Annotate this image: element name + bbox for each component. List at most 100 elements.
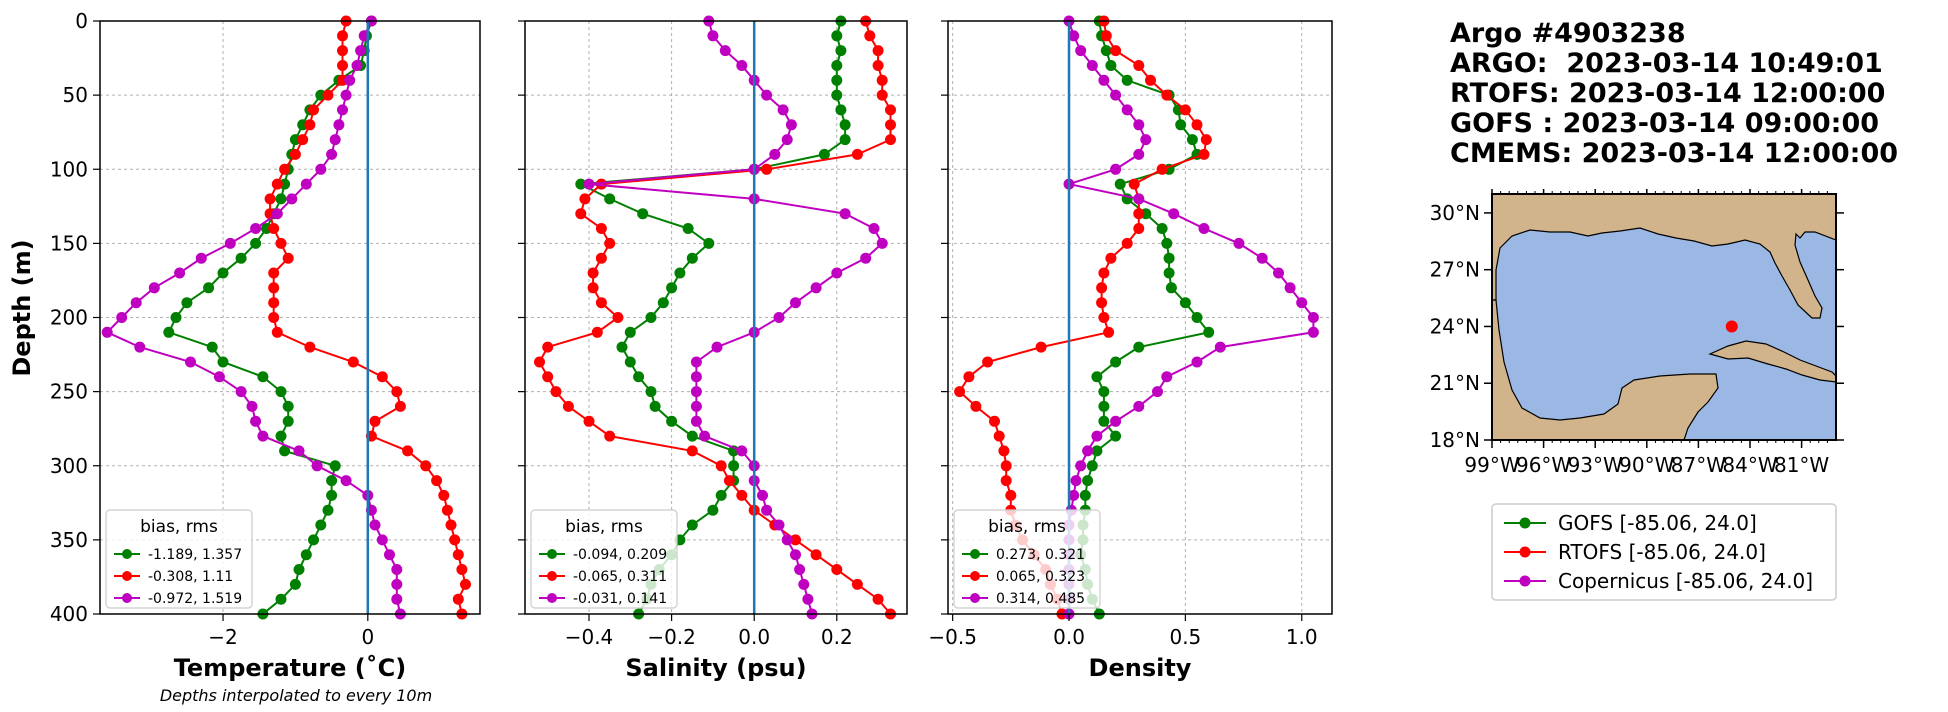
data-point-copernicus bbox=[185, 356, 196, 368]
data-point-rtofs bbox=[1035, 341, 1047, 353]
data-point-copernicus bbox=[773, 312, 785, 323]
data-point-copernicus bbox=[1307, 312, 1319, 323]
data-point-gofs bbox=[308, 534, 319, 546]
main-legend-marker-rtofs bbox=[1519, 546, 1531, 558]
data-point-rtofs bbox=[394, 400, 406, 412]
data-point-rtofs bbox=[1191, 119, 1203, 131]
main-legend-marker-copernicus bbox=[1519, 575, 1531, 587]
data-point-rtofs bbox=[872, 45, 884, 57]
data-point-rtofs bbox=[1133, 208, 1145, 220]
data-point-rtofs bbox=[595, 252, 607, 264]
data-point-gofs bbox=[686, 519, 698, 531]
data-point-rtofs bbox=[982, 356, 994, 368]
data-point-copernicus bbox=[810, 282, 822, 294]
data-point-rtofs bbox=[715, 460, 727, 472]
data-point-rtofs bbox=[279, 163, 291, 175]
data-point-rtofs bbox=[308, 104, 319, 116]
data-point-rtofs bbox=[686, 445, 698, 457]
data-point-gofs bbox=[326, 475, 338, 487]
data-point-copernicus bbox=[391, 593, 403, 605]
lat-tick-label: 30°N bbox=[1430, 201, 1480, 225]
data-point-copernicus bbox=[376, 534, 388, 546]
data-point-rtofs bbox=[1098, 267, 1110, 279]
data-point-copernicus bbox=[300, 178, 312, 190]
data-point-copernicus bbox=[785, 119, 797, 131]
data-point-copernicus bbox=[761, 89, 773, 101]
data-point-gofs bbox=[604, 193, 616, 205]
data-point-copernicus bbox=[736, 445, 748, 457]
data-point-copernicus bbox=[224, 237, 236, 249]
data-point-gofs bbox=[686, 252, 698, 264]
data-point-gofs bbox=[831, 30, 843, 42]
data-point-rtofs bbox=[954, 386, 966, 398]
data-point-gofs bbox=[329, 460, 341, 472]
data-point-rtofs bbox=[1145, 74, 1156, 86]
data-point-copernicus bbox=[134, 341, 146, 353]
panel-legend-title: bias, rms bbox=[140, 517, 218, 537]
data-point-rtofs bbox=[876, 89, 888, 101]
legend-entry-rtofs: 0.065, 0.323 bbox=[996, 569, 1085, 585]
data-point-copernicus bbox=[246, 400, 258, 412]
data-point-rtofs bbox=[534, 356, 545, 368]
main-legend-frame bbox=[1491, 503, 1837, 601]
y-axis-label: Depth (m) bbox=[8, 239, 36, 376]
panel-3: −0.5 0.0 0.5 1.0 Density bias, rms 0.273, 0.32… bbox=[928, 15, 1333, 682]
data-point-gofs bbox=[1156, 223, 1168, 234]
lat-tick-label: 21°N bbox=[1430, 371, 1480, 395]
data-point-copernicus bbox=[1191, 356, 1203, 368]
map-land-mexico bbox=[1491, 299, 1719, 441]
data-point-rtofs bbox=[612, 312, 624, 323]
data-point-rtofs bbox=[1105, 252, 1117, 264]
data-point-copernicus bbox=[344, 74, 356, 86]
data-point-gofs bbox=[686, 430, 698, 442]
data-point-rtofs bbox=[1121, 237, 1133, 249]
data-point-gofs bbox=[633, 371, 645, 383]
data-point-rtofs bbox=[1179, 104, 1191, 116]
data-point-copernicus bbox=[711, 341, 723, 353]
data-point-gofs bbox=[282, 400, 294, 412]
y-tick-label: 250 bbox=[50, 380, 88, 404]
data-point-gofs bbox=[1165, 282, 1177, 294]
data-point-gofs bbox=[217, 267, 229, 279]
x-tick-label: −0.5 bbox=[928, 625, 977, 649]
data-point-rtofs bbox=[431, 475, 443, 487]
data-point-rtofs bbox=[989, 415, 1000, 427]
x-axis-label: Temperature (˚C) bbox=[174, 654, 407, 682]
data-point-gofs bbox=[831, 60, 843, 71]
data-point-copernicus bbox=[293, 445, 305, 457]
data-point-copernicus bbox=[333, 119, 345, 131]
data-point-copernicus bbox=[1256, 252, 1268, 264]
map-land-north bbox=[1491, 193, 1837, 319]
data-point-gofs bbox=[1191, 312, 1203, 323]
data-point-rtofs bbox=[402, 445, 414, 457]
data-point-copernicus bbox=[1133, 119, 1145, 131]
argo-location-marker bbox=[1725, 320, 1738, 333]
x-tick-label: 0.0 bbox=[738, 625, 770, 649]
legend-marker-gofs bbox=[970, 549, 980, 559]
data-point-gofs bbox=[275, 386, 287, 398]
data-point-rtofs bbox=[347, 356, 359, 368]
panel-legend: bias, rms -0.094, 0.209 -0.065, 0.311 -0.03… bbox=[530, 509, 678, 609]
data-point-gofs bbox=[1203, 326, 1215, 338]
data-point-copernicus bbox=[1273, 267, 1284, 279]
data-point-rtofs bbox=[963, 371, 975, 383]
data-point-copernicus bbox=[781, 134, 793, 146]
data-point-gofs bbox=[275, 193, 287, 205]
x-axis-label: Density bbox=[1089, 654, 1192, 682]
data-point-copernicus bbox=[315, 163, 327, 175]
data-point-gofs bbox=[674, 267, 686, 279]
data-point-copernicus bbox=[250, 223, 262, 234]
lon-tick-label: 93°W bbox=[1568, 453, 1623, 477]
data-point-rtofs bbox=[420, 460, 432, 472]
data-point-rtofs bbox=[595, 178, 607, 190]
data-point-rtofs bbox=[268, 297, 280, 309]
data-point-copernicus bbox=[794, 564, 806, 575]
header-cmems-time: CMEMS: 2023-03-14 12:00:00 bbox=[1450, 138, 1898, 169]
data-point-copernicus bbox=[1075, 45, 1087, 57]
legend-entry-gofs: -0.094, 0.209 bbox=[573, 547, 667, 563]
data-point-gofs bbox=[657, 297, 669, 309]
data-point-gofs bbox=[1114, 178, 1126, 190]
data-point-rtofs bbox=[1096, 297, 1108, 309]
legend-marker-rtofs bbox=[547, 571, 557, 581]
data-point-rtofs bbox=[456, 564, 468, 575]
